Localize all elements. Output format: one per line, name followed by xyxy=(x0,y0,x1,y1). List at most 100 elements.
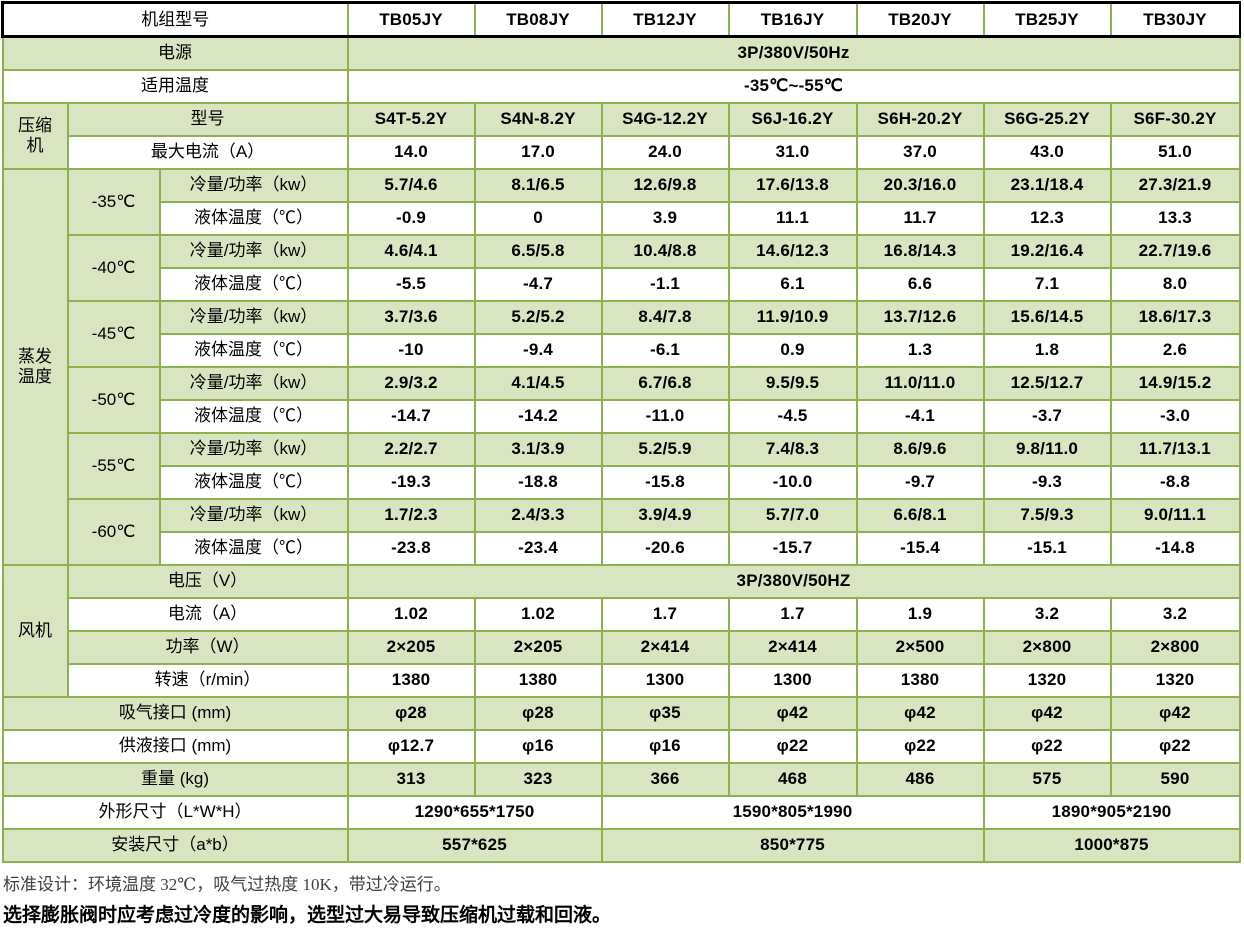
capacity-value-cell: 16.8/14.3 xyxy=(855,233,985,269)
compressor-model-cell: S6G-25.2Y xyxy=(982,101,1112,137)
liquid-temp-value-cell: 12.3 xyxy=(982,200,1112,236)
spec-table: 机组型号 TB05JY TB08JY TB12JY TB16JY TB20JY TB25JY… xyxy=(0,1,1241,863)
fan-speed-row-cell: 1300 xyxy=(600,662,730,698)
fan-power-row-cell: 2×205 xyxy=(473,629,603,665)
compressor-group-label: 压缩 机 xyxy=(1,101,69,170)
liquid-temp-row-label: 液体温度（℃） xyxy=(158,530,349,566)
compressor-model-cell: S4T-5.2Y xyxy=(346,101,476,137)
liquid-temp-value-cell: -18.8 xyxy=(473,464,603,500)
max-current-cell: 17.0 xyxy=(473,134,603,170)
liquid-temp-value-cell: -3.0 xyxy=(1109,398,1241,434)
standard-design-note: 标准设计：环境温度 32℃，吸气过热度 10K，带过冷运行。 xyxy=(3,874,451,894)
fan-power-row-cell: 2×205 xyxy=(346,629,476,665)
liquid-row-cell: φ22 xyxy=(982,728,1112,764)
table-row: -40℃ 冷量/功率（kw） 4.6/4.1 6.5/5.8 10.4/8.8 14.6/… xyxy=(3,233,1241,302)
capacity-value-cell: 27.3/21.9 xyxy=(1109,167,1241,203)
evap-temp-label: -50℃ xyxy=(66,365,161,434)
liquid-temp-value-cell: 0.9 xyxy=(727,332,858,368)
evap-temp-label: -35℃ xyxy=(66,167,161,236)
unit-model-cell: TB05JY xyxy=(346,1,476,38)
liquid-temp-value-cell: -15.4 xyxy=(855,530,985,566)
capacity-value-cell: 13.7/12.6 xyxy=(855,299,985,335)
fan-speed-row-label: 转速（r/min） xyxy=(66,662,349,698)
liquid-temp-value-cell: -0.9 xyxy=(346,200,476,236)
capacity-value-cell: 19.2/16.4 xyxy=(982,233,1112,269)
capacity-value-cell: 5.7/7.0 xyxy=(727,497,858,533)
fan-speed-row-cell: 1380 xyxy=(473,662,603,698)
temp-range-label: 适用温度 xyxy=(1,68,349,104)
unit-model-cell: TB25JY xyxy=(982,1,1112,38)
table-row: 吸气接口 (mm) φ28 φ28 φ35 φ42 φ42 φ42 φ42 xyxy=(1,695,1241,731)
mounting-row-label: 安装尺寸（a*b） xyxy=(1,827,349,863)
suction-row-cell: φ42 xyxy=(855,695,985,731)
capacity-value-cell: 23.1/18.4 xyxy=(982,167,1112,203)
mounting-row-cell: 557*625 xyxy=(346,827,603,863)
dimensions-row-label: 外形尺寸（L*W*H） xyxy=(1,794,349,830)
fan-current-row-cell: 1.7 xyxy=(727,596,858,632)
capacity-value-cell: 6.7/6.8 xyxy=(600,365,730,401)
suction-row-label: 吸气接口 (mm) xyxy=(1,695,349,731)
fan-speed-row-cell: 1380 xyxy=(346,662,476,698)
liquid-temp-value-cell: 6.6 xyxy=(855,266,985,302)
liquid-temp-row-label: 液体温度（℃） xyxy=(158,464,349,500)
capacity-row-label: 冷量/功率（kw） xyxy=(158,167,349,203)
liquid-temp-value-cell: -4.5 xyxy=(727,398,858,434)
weight-row-cell: 468 xyxy=(727,761,858,797)
table-row: 适用温度 -35℃~-55℃ xyxy=(1,68,1241,104)
table-row: 液体温度（℃） -19.3 -18.8 -15.8 -10.0 -9.7 -9.3 -8.8 xyxy=(3,464,1241,500)
max-current-cell: 31.0 xyxy=(727,134,858,170)
fan-power-row-cell: 2×414 xyxy=(727,629,858,665)
capacity-value-cell: 3.7/3.6 xyxy=(346,299,476,335)
table-row: -50℃ 冷量/功率（kw） 2.9/3.2 4.1/4.5 6.7/6.8 9.5/9.… xyxy=(3,365,1241,434)
fan-current-row-cell: 1.9 xyxy=(855,596,985,632)
table-row: 功率（W） 2×205 2×205 2×414 2×414 2×500 2×800 2×800 xyxy=(3,629,1241,665)
liquid-temp-value-cell: -14.2 xyxy=(473,398,603,434)
unit-model-header: 机组型号 xyxy=(0,1,349,38)
capacity-row-label: 冷量/功率（kw） xyxy=(158,233,349,269)
liquid-temp-value-cell: -19.3 xyxy=(346,464,476,500)
capacity-value-cell: 9.8/11.0 xyxy=(982,431,1112,467)
temp-range-value: -35℃~-55℃ xyxy=(346,68,1241,104)
capacity-value-cell: 15.6/14.5 xyxy=(982,299,1112,335)
fan-power-row-cell: 2×800 xyxy=(982,629,1112,665)
weight-row-cell: 366 xyxy=(600,761,730,797)
capacity-value-cell: 7.4/8.3 xyxy=(727,431,858,467)
capacity-value-cell: 12.6/9.8 xyxy=(600,167,730,203)
fan-speed-row-cell: 1320 xyxy=(1109,662,1241,698)
capacity-value-cell: 8.6/9.6 xyxy=(855,431,985,467)
table-row: 安装尺寸（a*b） 557*625 850*775 1000*875 xyxy=(1,827,1241,863)
liquid-temp-value-cell: 1.8 xyxy=(982,332,1112,368)
capacity-value-cell: 11.7/13.1 xyxy=(1109,431,1241,467)
table-row: 供液接口 (mm) φ12.7 φ16 φ16 φ22 φ22 φ22 φ22 xyxy=(1,728,1241,764)
liquid-temp-value-cell: -11.0 xyxy=(600,398,730,434)
liquid-temp-value-cell: 1.3 xyxy=(855,332,985,368)
liquid-temp-value-cell: 2.6 xyxy=(1109,332,1241,368)
capacity-value-cell: 9.5/9.5 xyxy=(727,365,858,401)
evap-temp-label: -45℃ xyxy=(66,299,161,368)
liquid-temp-row-label: 液体温度（℃） xyxy=(158,332,349,368)
mounting-row-cell: 1000*875 xyxy=(982,827,1241,863)
max-current-cell: 51.0 xyxy=(1109,134,1241,170)
suction-row-cell: φ28 xyxy=(473,695,603,731)
capacity-value-cell: 14.9/15.2 xyxy=(1109,365,1241,401)
fan-speed-row-cell: 1320 xyxy=(982,662,1112,698)
table-row: 液体温度（℃） -23.8 -23.4 -20.6 -15.7 -15.4 -15.1 -14… xyxy=(3,530,1241,566)
weight-row-cell: 323 xyxy=(473,761,603,797)
capacity-value-cell: 4.6/4.1 xyxy=(346,233,476,269)
liquid-temp-value-cell: -4.1 xyxy=(855,398,985,434)
power-row-label: 电源 xyxy=(1,35,349,71)
capacity-value-cell: 3.1/3.9 xyxy=(473,431,603,467)
table-row: -55℃ 冷量/功率（kw） 2.2/2.7 3.1/3.9 5.2/5.9 7.4/8.… xyxy=(3,431,1241,500)
suction-row-cell: φ42 xyxy=(1109,695,1241,731)
liquid-temp-value-cell: -23.8 xyxy=(346,530,476,566)
fan-current-row-cell: 3.2 xyxy=(982,596,1112,632)
table-row: 液体温度（℃） -14.7 -14.2 -11.0 -4.5 -4.1 -3.7 -3.0 xyxy=(3,398,1241,434)
capacity-value-cell: 17.6/13.8 xyxy=(727,167,858,203)
liquid-temp-row-label: 液体温度（℃） xyxy=(158,398,349,434)
liquid-row-label: 供液接口 (mm) xyxy=(1,728,349,764)
liquid-temp-value-cell: -9.3 xyxy=(982,464,1112,500)
max-current-label: 最大电流（A） xyxy=(66,134,349,170)
fan-power-row-label: 功率（W） xyxy=(66,629,349,665)
liquid-temp-value-cell: -20.6 xyxy=(600,530,730,566)
capacity-value-cell: 20.3/16.0 xyxy=(855,167,985,203)
